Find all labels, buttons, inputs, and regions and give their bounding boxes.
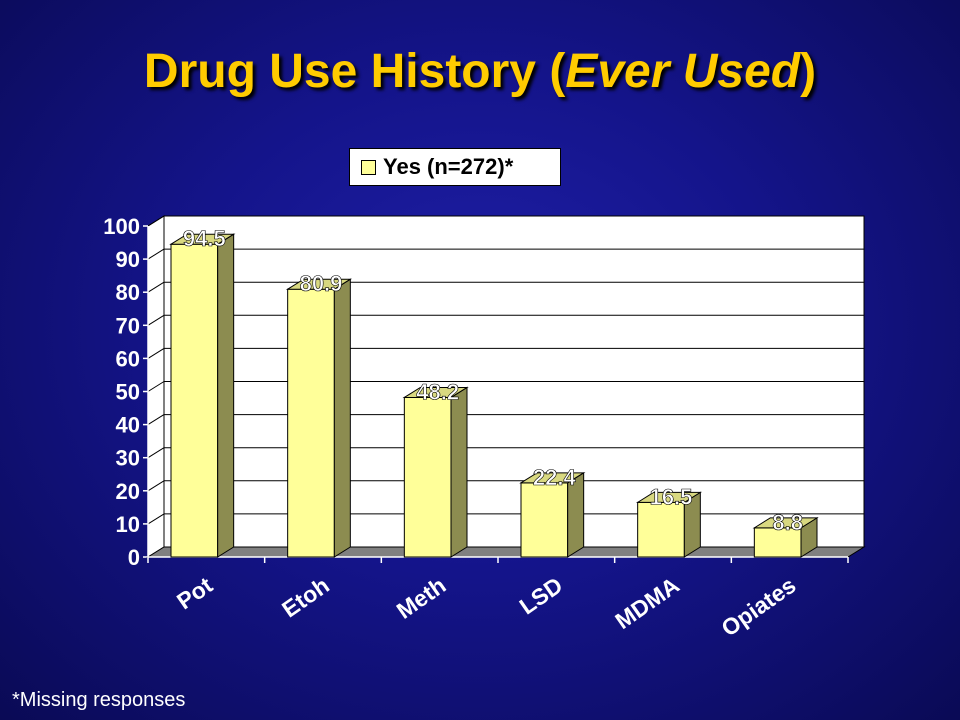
title-italic: Ever Used [565, 45, 801, 98]
x-category-label: Opiates [717, 572, 801, 642]
y-tick-label: 30 [116, 446, 140, 471]
data-label: 22.4 [533, 465, 577, 490]
gridline-side [147, 314, 165, 326]
bar-front [520, 482, 569, 558]
gridline-side [147, 215, 165, 227]
bar-top [635, 491, 703, 503]
gridline-side [147, 480, 165, 492]
y-tick-label: 0 [128, 545, 140, 570]
data-label: 16.5 [650, 484, 693, 509]
chart-legend: Yes (n=272)* [349, 148, 561, 186]
y-tick-label: 80 [116, 280, 140, 305]
y-tick-label: 20 [116, 479, 140, 504]
gridline-side [147, 347, 165, 359]
bar-top [752, 517, 819, 529]
footnote: *Missing responses [12, 689, 186, 711]
gridline-side [147, 248, 165, 260]
data-label: 80.9 [300, 271, 343, 296]
data-label: 8.8 [772, 510, 803, 535]
gridline-side [147, 281, 165, 293]
y-tick-label: 10 [116, 512, 140, 537]
y-tick-label: 70 [116, 313, 140, 338]
gridline-side [147, 414, 165, 426]
legend-swatch [361, 159, 376, 175]
bar-front [637, 501, 685, 558]
bar-front [287, 288, 335, 558]
bar-top [402, 386, 469, 398]
x-category-label: LSD [515, 572, 568, 620]
gridline-side [147, 513, 165, 525]
bar-top [285, 278, 353, 290]
bar-side [333, 278, 351, 558]
y-tick-label: 100 [103, 214, 140, 239]
bar-front [403, 396, 452, 558]
title-part-2: ) [800, 45, 817, 98]
bar-top [169, 233, 236, 245]
x-category-label: Pot [172, 572, 218, 615]
y-tick-label: 60 [116, 346, 140, 371]
gridline-side [147, 381, 165, 392]
x-category-label: MDMA [610, 572, 684, 634]
x-category-label: Meth [392, 572, 451, 624]
page-title: Drug Use History (Ever Used) [0, 44, 960, 99]
bar-side [450, 386, 468, 558]
data-label: 94.5 [183, 226, 226, 251]
y-tick-label: 90 [116, 247, 140, 272]
title-part-1: Drug Use History ( [143, 45, 566, 98]
y-tick-label: 50 [116, 380, 140, 405]
gridline-side [147, 447, 165, 459]
y-tick-label: 40 [116, 413, 140, 438]
bar-top [519, 472, 586, 484]
x-category-label: Etoh [277, 572, 334, 623]
bar-side [217, 233, 235, 558]
legend-label: Yes (n=272)* [383, 154, 514, 179]
bar-front [170, 243, 219, 558]
data-label: 48.2 [416, 379, 459, 404]
